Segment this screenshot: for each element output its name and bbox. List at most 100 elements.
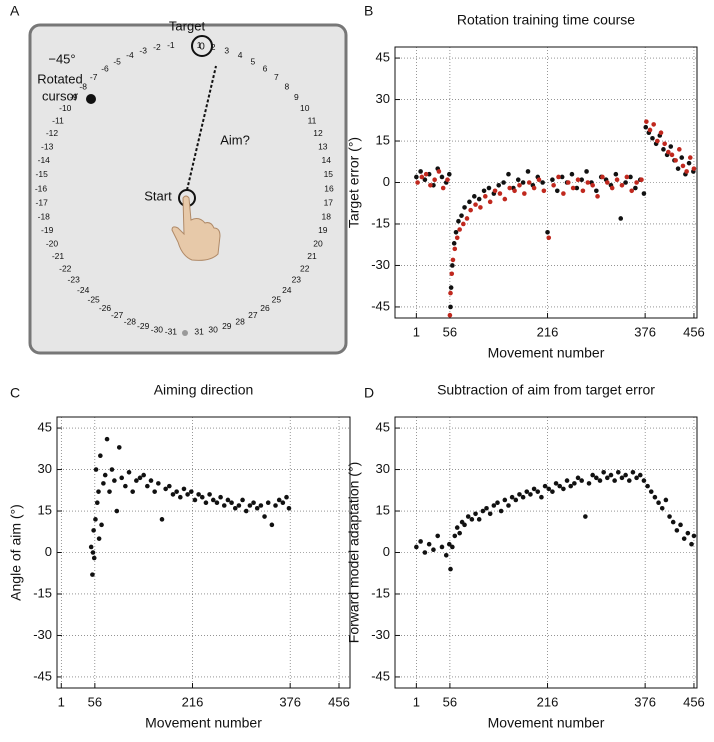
data-point xyxy=(126,470,132,475)
y-tick-label: 30 xyxy=(376,91,390,106)
data-point xyxy=(454,235,460,241)
x-tick-label: 376 xyxy=(279,694,301,709)
data-point xyxy=(450,544,455,550)
data-point xyxy=(280,500,286,506)
y-tick-label: -30 xyxy=(33,627,52,642)
target-label: Target xyxy=(169,18,206,33)
data-point xyxy=(181,486,187,492)
data-point xyxy=(487,199,493,205)
data-point xyxy=(414,544,419,550)
data-point xyxy=(210,497,216,503)
data-point xyxy=(112,478,117,483)
data-point xyxy=(609,185,615,191)
dial-number: 30 xyxy=(208,324,218,334)
data-point xyxy=(590,182,595,188)
plot-frame xyxy=(394,416,698,689)
data-point xyxy=(156,481,161,486)
data-point xyxy=(454,525,460,530)
data-point xyxy=(637,472,643,478)
data-point xyxy=(116,445,122,450)
data-point xyxy=(586,481,592,486)
data-point xyxy=(203,500,209,506)
data-point xyxy=(480,508,486,514)
data-point xyxy=(629,188,635,194)
start-label: Start xyxy=(144,188,172,203)
data-point xyxy=(661,147,666,152)
dial-number: 27 xyxy=(248,310,258,320)
data-point xyxy=(498,508,504,514)
data-point xyxy=(170,492,176,497)
dial-number: -4 xyxy=(126,50,134,60)
data-point xyxy=(517,492,522,497)
data-point xyxy=(656,500,661,506)
data-point xyxy=(159,517,165,522)
data-point xyxy=(467,199,472,205)
data-point xyxy=(447,312,453,318)
data-point xyxy=(634,475,639,481)
data-point xyxy=(673,158,678,163)
data-point xyxy=(594,475,599,481)
data-point xyxy=(634,180,639,185)
y-tick-label: 45 xyxy=(376,49,390,64)
data-point xyxy=(214,500,220,506)
data-point xyxy=(152,489,157,494)
data-point xyxy=(137,475,143,481)
data-point xyxy=(273,503,278,508)
dial-number: 8 xyxy=(284,81,289,91)
dial-number: 29 xyxy=(222,321,232,331)
data-point xyxy=(590,472,595,478)
data-point xyxy=(178,494,183,500)
data-point xyxy=(595,194,600,199)
data-point xyxy=(141,472,146,478)
dial-number: -10 xyxy=(59,103,72,113)
data-point xyxy=(449,271,455,277)
data-point xyxy=(574,185,580,191)
data-point xyxy=(517,182,522,188)
data-point xyxy=(167,483,172,489)
x-tick-label: 56 xyxy=(443,694,457,709)
x-tick-label: 456 xyxy=(683,324,705,339)
data-point xyxy=(608,472,614,478)
data-point xyxy=(104,436,110,442)
y-tick-label: 0 xyxy=(383,544,390,559)
data-point xyxy=(276,497,282,503)
data-point xyxy=(188,489,194,494)
data-point xyxy=(247,503,253,508)
data-point xyxy=(428,182,433,188)
dial-number: 12 xyxy=(313,128,323,138)
data-point xyxy=(484,505,489,511)
data-point xyxy=(526,180,532,185)
data-point xyxy=(109,467,115,472)
dial-number: -1 xyxy=(167,40,175,50)
data-point xyxy=(528,492,533,497)
hand-icon xyxy=(171,195,221,261)
data-point xyxy=(630,470,636,475)
data-point xyxy=(512,188,517,194)
data-point xyxy=(93,517,98,522)
y-tick-label: -45 xyxy=(371,298,390,313)
data-point xyxy=(626,478,632,483)
rotation-label: −45° xyxy=(48,51,75,66)
dial-number: -5 xyxy=(113,56,121,66)
target-circle xyxy=(191,35,213,57)
data-point xyxy=(561,191,566,196)
data-point xyxy=(652,494,658,500)
data-point xyxy=(501,180,506,185)
dial-number: -29 xyxy=(137,321,150,331)
dial-number: 1 xyxy=(197,40,202,50)
data-point xyxy=(199,494,205,500)
x-tick-label: 456 xyxy=(683,694,705,709)
data-point xyxy=(531,185,537,191)
data-point xyxy=(473,202,478,207)
data-point xyxy=(107,489,112,494)
data-point xyxy=(418,539,423,544)
data-point xyxy=(605,475,610,481)
y-tick-label: 45 xyxy=(376,419,390,434)
data-point xyxy=(419,174,425,180)
data-point xyxy=(422,550,428,555)
dial-number: 19 xyxy=(318,225,328,235)
data-point xyxy=(658,130,664,136)
data-point xyxy=(545,229,550,235)
data-point xyxy=(679,155,685,160)
